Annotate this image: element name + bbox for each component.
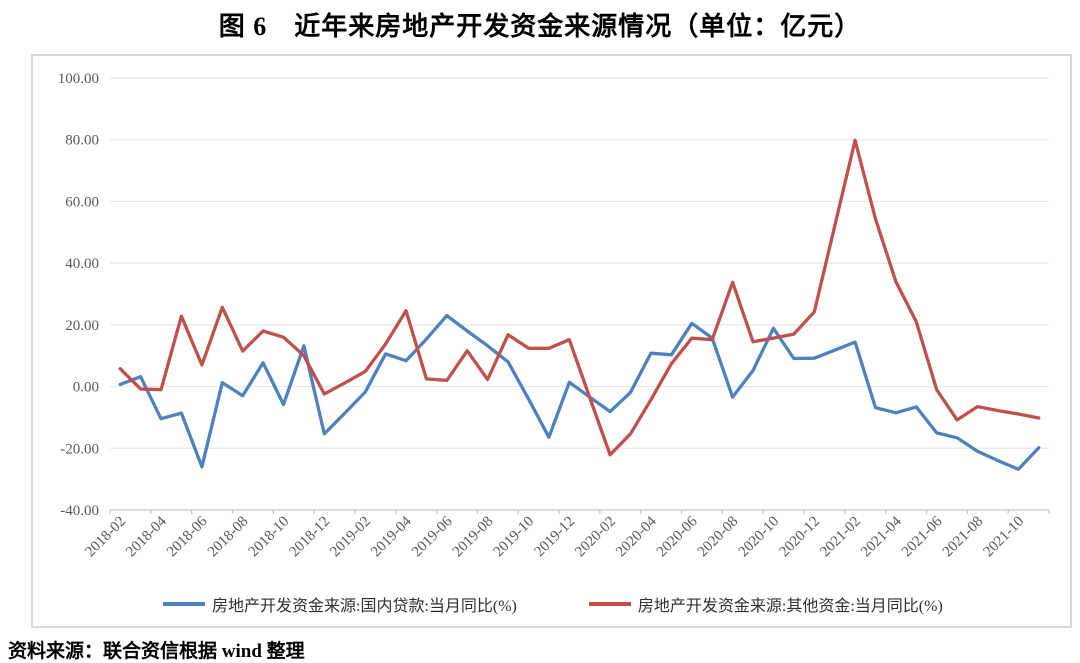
legend-swatch-other-funds — [588, 602, 631, 606]
y-axis-tick-label: 80.00 — [65, 133, 99, 149]
x-axis-tick-label: 2021-10 — [981, 514, 1028, 561]
x-axis-tick-label: 2020-04 — [613, 513, 660, 560]
x-axis-tick-label: 2019-06 — [409, 513, 456, 560]
x-axis-tick-label: 2018-08 — [205, 514, 252, 561]
x-axis-tick-label: 2019-08 — [450, 514, 497, 561]
chart-legend: 房地产开发资金来源:国内贷款:当月同比(%) 房地产开发资金来源:其他资金:当月… — [163, 592, 943, 616]
x-axis-tick-label: 2019-10 — [491, 514, 538, 561]
x-axis-tick-label: 2021-02 — [817, 514, 864, 561]
y-axis-tick-label: 60.00 — [65, 194, 99, 210]
x-axis-tick-label: 2020-08 — [695, 514, 742, 561]
y-axis-tick-label: 40.00 — [65, 256, 99, 272]
line-other-funds — [118, 138, 1041, 457]
legend-label-other-funds: 房地产开发资金来源:其他资金:当月同比(%) — [637, 598, 943, 615]
x-axis-tick-label: 2021-04 — [858, 513, 905, 560]
x-axis-tick-label: 2018-12 — [286, 514, 333, 561]
legend-swatch-domestic-loans — [163, 602, 205, 606]
y-axis-tick-label: -20.00 — [60, 441, 99, 457]
x-axis-tick-label: 2018-06 — [164, 513, 211, 560]
legend-item-domestic-loans: 房地产开发资金来源:国内贷款:当月同比(%) — [163, 592, 517, 616]
line-chart: 100.00 80.00 60.00 40.00 20.00 0.00 -20.00 -40.… — [58, 71, 1050, 561]
y-axis-tick-label: 0.00 — [73, 380, 99, 396]
y-axis-tick-label: -40.00 — [60, 503, 99, 519]
legend-item-other-funds: 房地产开发资金来源:其他资金:当月同比(%) — [588, 592, 943, 616]
x-axis-tick-label: 2021-06 — [899, 513, 946, 560]
x-axis-tick-label: 2019-02 — [327, 514, 374, 561]
source-note: 资料来源：联合资信根据 wind 整理 — [8, 641, 305, 662]
legend-label-domestic-loans: 房地产开发资金来源:国内贷款:当月同比(%) — [212, 598, 517, 615]
x-axis-tick-label: 2020-10 — [736, 514, 783, 561]
chart-box: 100.00 80.00 60.00 40.00 20.00 0.00 -20.00 -40.… — [31, 54, 1072, 628]
x-axis-tick-label: 2019-04 — [368, 513, 415, 560]
x-axis-tick-label: 2020-02 — [572, 514, 619, 561]
x-axis-tick-label: 2018-02 — [82, 514, 129, 561]
x-axis-tick-label: 2020-06 — [654, 513, 701, 560]
y-axis-tick-label: 100.00 — [58, 71, 99, 87]
chart-title: 图 6 近年来房地产开发资金来源情况（单位：亿元） — [218, 12, 862, 41]
x-axis-tick-label: 2021-08 — [940, 514, 987, 561]
x-axis-tick-label: 2020-12 — [776, 514, 823, 561]
line-domestic-loans — [118, 313, 1041, 471]
x-axis-tick-label: 2018-04 — [123, 513, 170, 560]
x-axis-tick-label: 2019-12 — [531, 514, 578, 561]
y-axis-tick-label: 20.00 — [65, 318, 99, 334]
x-axis-tick-label: 2018-10 — [246, 514, 293, 561]
